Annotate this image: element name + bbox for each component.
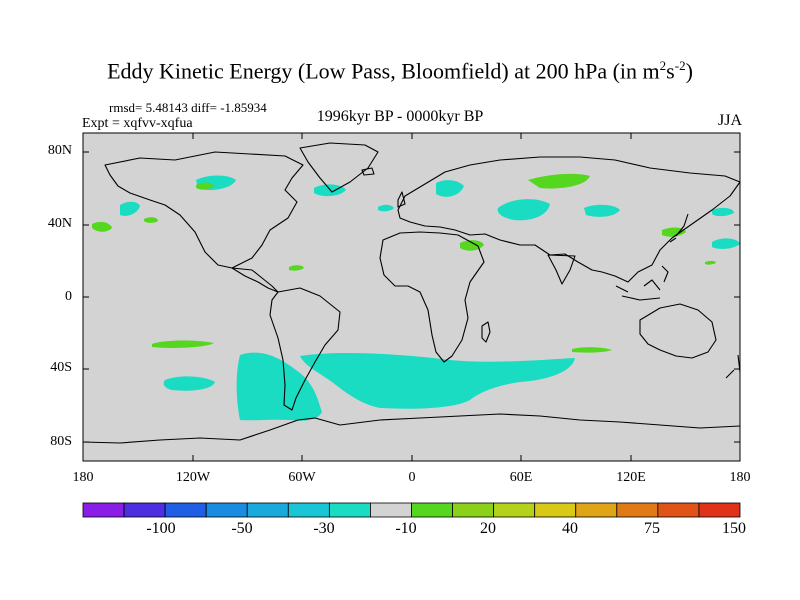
lon-label-60w: 60W (288, 470, 316, 485)
lat-label-40n: 40N (47, 216, 72, 231)
colorbar-swatch (328, 502, 371, 518)
coast-eurasia (397, 156, 741, 283)
anomaly-japan (662, 227, 686, 237)
anomaly-south-pacific (163, 376, 215, 391)
colorbar-label: -100 (146, 520, 176, 537)
anomaly-pacific-nw (92, 221, 112, 232)
colorbar-swatch (698, 502, 741, 518)
lon-label-60e: 60E (509, 470, 533, 485)
coastlines (82, 142, 741, 444)
positive-anomalies (92, 173, 716, 353)
colorbar-swatch (534, 502, 577, 518)
anomaly-north-pacific-east (712, 207, 734, 217)
anomaly-canada (196, 182, 214, 190)
anomaly-central-asia (497, 199, 550, 221)
season-label: JJA (717, 112, 742, 129)
colorbar-swatch (287, 502, 330, 518)
lat-label-80n: 80N (47, 143, 72, 158)
coast-india (547, 254, 576, 285)
colorbar-swatch (205, 502, 248, 518)
tick-marks (83, 133, 740, 461)
anomaly-siberia (528, 173, 590, 189)
experiment-label: Expt = xqfvv-xqfua (82, 116, 193, 131)
lat-label-40s: 40S (50, 360, 72, 375)
coast-japan (669, 213, 689, 243)
colorbar-swatch (657, 502, 700, 518)
colorbar (82, 502, 741, 518)
lon-label-0: 0 (408, 470, 416, 485)
anomaly-north-pacific (120, 201, 140, 216)
coast-uk (397, 191, 406, 208)
colorbar-label: -10 (395, 520, 417, 537)
anomaly-mongolia (584, 204, 620, 217)
lon-label-120e: 120E (616, 470, 646, 485)
lat-label-0: 0 (65, 289, 72, 304)
stats-label: rmsd= 5.48143 diff= -1.85934 (109, 100, 267, 115)
coast-maritime-asia (615, 265, 669, 301)
colorbar-swatch (246, 502, 289, 518)
colorbar-label: -30 (313, 520, 335, 537)
coast-iceland (361, 167, 375, 176)
colorbar-swatch (164, 502, 207, 518)
anomaly-south-pacific-east (152, 340, 214, 348)
anomaly-south-atlantic (300, 353, 575, 409)
anomaly-caribbean (289, 265, 304, 271)
colorbar-swatch (575, 502, 618, 518)
lon-label-120w: 120W (175, 470, 211, 485)
anomaly-scandinavia (436, 180, 464, 197)
colorbar-label: -50 (231, 520, 253, 537)
colorbar-swatch (82, 502, 125, 518)
map-background (83, 133, 740, 461)
lat-label-80s: 80S (50, 434, 72, 449)
colorbar-swatch (616, 502, 659, 518)
colorbar-swatch (411, 502, 453, 518)
colorbar-label: 150 (722, 520, 746, 537)
coast-africa (379, 231, 485, 363)
coast-antarctica (82, 413, 741, 444)
anomaly-north-pacific-mid (712, 238, 740, 249)
colorbar-swatch (123, 502, 166, 518)
anomaly-north-pacific-small (705, 260, 716, 265)
colorbar-swatch (452, 502, 495, 518)
lon-label-180w: 180 (72, 470, 94, 485)
colorbar-label: 40 (562, 520, 578, 537)
anomaly-middle-east (460, 240, 484, 251)
colorbar-swatch (370, 502, 412, 518)
period-label: 1996kyr BP - 0000kyr BP (316, 108, 484, 125)
negative-anomalies (120, 175, 740, 421)
coast-australia (639, 303, 717, 359)
anomaly-europe (378, 204, 394, 212)
coast-greenland (299, 142, 379, 193)
coast-north-america (104, 151, 304, 269)
map-title: Eddy Kinetic Energy (Low Pass, Bloomfiel… (107, 58, 693, 84)
anomaly-indian-ocean-south (572, 347, 612, 353)
colorbar-label: 20 (480, 520, 496, 537)
anomaly-antarctic-pacific (236, 352, 322, 421)
coast-south-america (269, 287, 341, 411)
lon-label-180e: 180 (729, 470, 751, 485)
coast-madagascar (481, 321, 491, 343)
colorbar-label: 75 (644, 520, 660, 537)
anomaly-pacific-mid (144, 217, 158, 223)
colorbar-swatch (493, 502, 536, 518)
